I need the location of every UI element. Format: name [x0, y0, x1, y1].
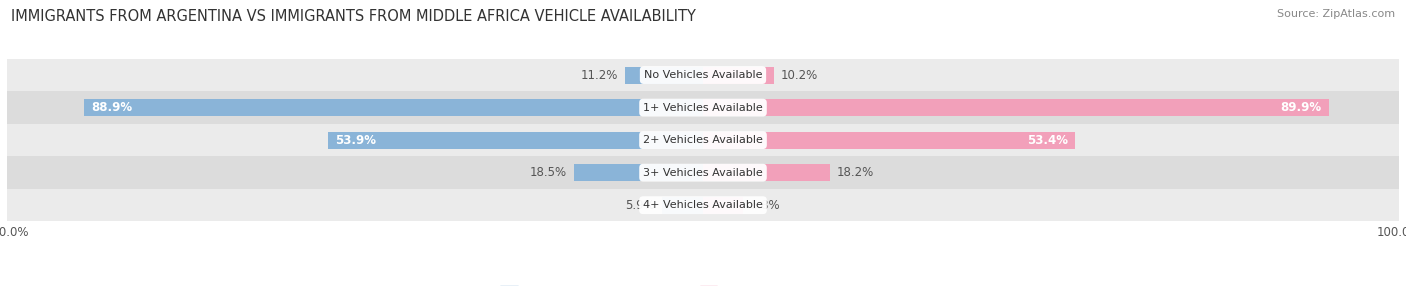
- Text: 5.8%: 5.8%: [751, 199, 780, 212]
- Text: 5.9%: 5.9%: [626, 199, 655, 212]
- Bar: [574, 164, 703, 181]
- Bar: [626, 67, 703, 84]
- Bar: [662, 197, 703, 214]
- Text: 18.5%: 18.5%: [530, 166, 567, 179]
- Text: 53.9%: 53.9%: [335, 134, 375, 147]
- Text: Source: ZipAtlas.com: Source: ZipAtlas.com: [1277, 9, 1395, 19]
- Bar: [328, 132, 703, 149]
- Legend: Immigrants from Argentina, Immigrants from Middle Africa: Immigrants from Argentina, Immigrants fr…: [495, 281, 911, 286]
- Bar: [703, 99, 1329, 116]
- Text: IMMIGRANTS FROM ARGENTINA VS IMMIGRANTS FROM MIDDLE AFRICA VEHICLE AVAILABILITY: IMMIGRANTS FROM ARGENTINA VS IMMIGRANTS …: [11, 9, 696, 23]
- Text: 89.9%: 89.9%: [1281, 101, 1322, 114]
- Text: 88.9%: 88.9%: [91, 101, 132, 114]
- Text: 11.2%: 11.2%: [581, 69, 619, 82]
- Bar: [84, 99, 703, 116]
- Text: 18.2%: 18.2%: [837, 166, 875, 179]
- Bar: [703, 132, 1074, 149]
- Bar: [703, 67, 773, 84]
- Bar: [0, 59, 1406, 91]
- Text: 3+ Vehicles Available: 3+ Vehicles Available: [643, 168, 763, 178]
- Text: 53.4%: 53.4%: [1026, 134, 1067, 147]
- Bar: [0, 189, 1406, 221]
- Text: 10.2%: 10.2%: [780, 69, 818, 82]
- Bar: [0, 156, 1406, 189]
- Bar: [0, 124, 1406, 156]
- Bar: [703, 164, 830, 181]
- Bar: [0, 91, 1406, 124]
- Text: 2+ Vehicles Available: 2+ Vehicles Available: [643, 135, 763, 145]
- Bar: [703, 197, 744, 214]
- Text: 4+ Vehicles Available: 4+ Vehicles Available: [643, 200, 763, 210]
- Text: No Vehicles Available: No Vehicles Available: [644, 70, 762, 80]
- Text: 1+ Vehicles Available: 1+ Vehicles Available: [643, 103, 763, 113]
